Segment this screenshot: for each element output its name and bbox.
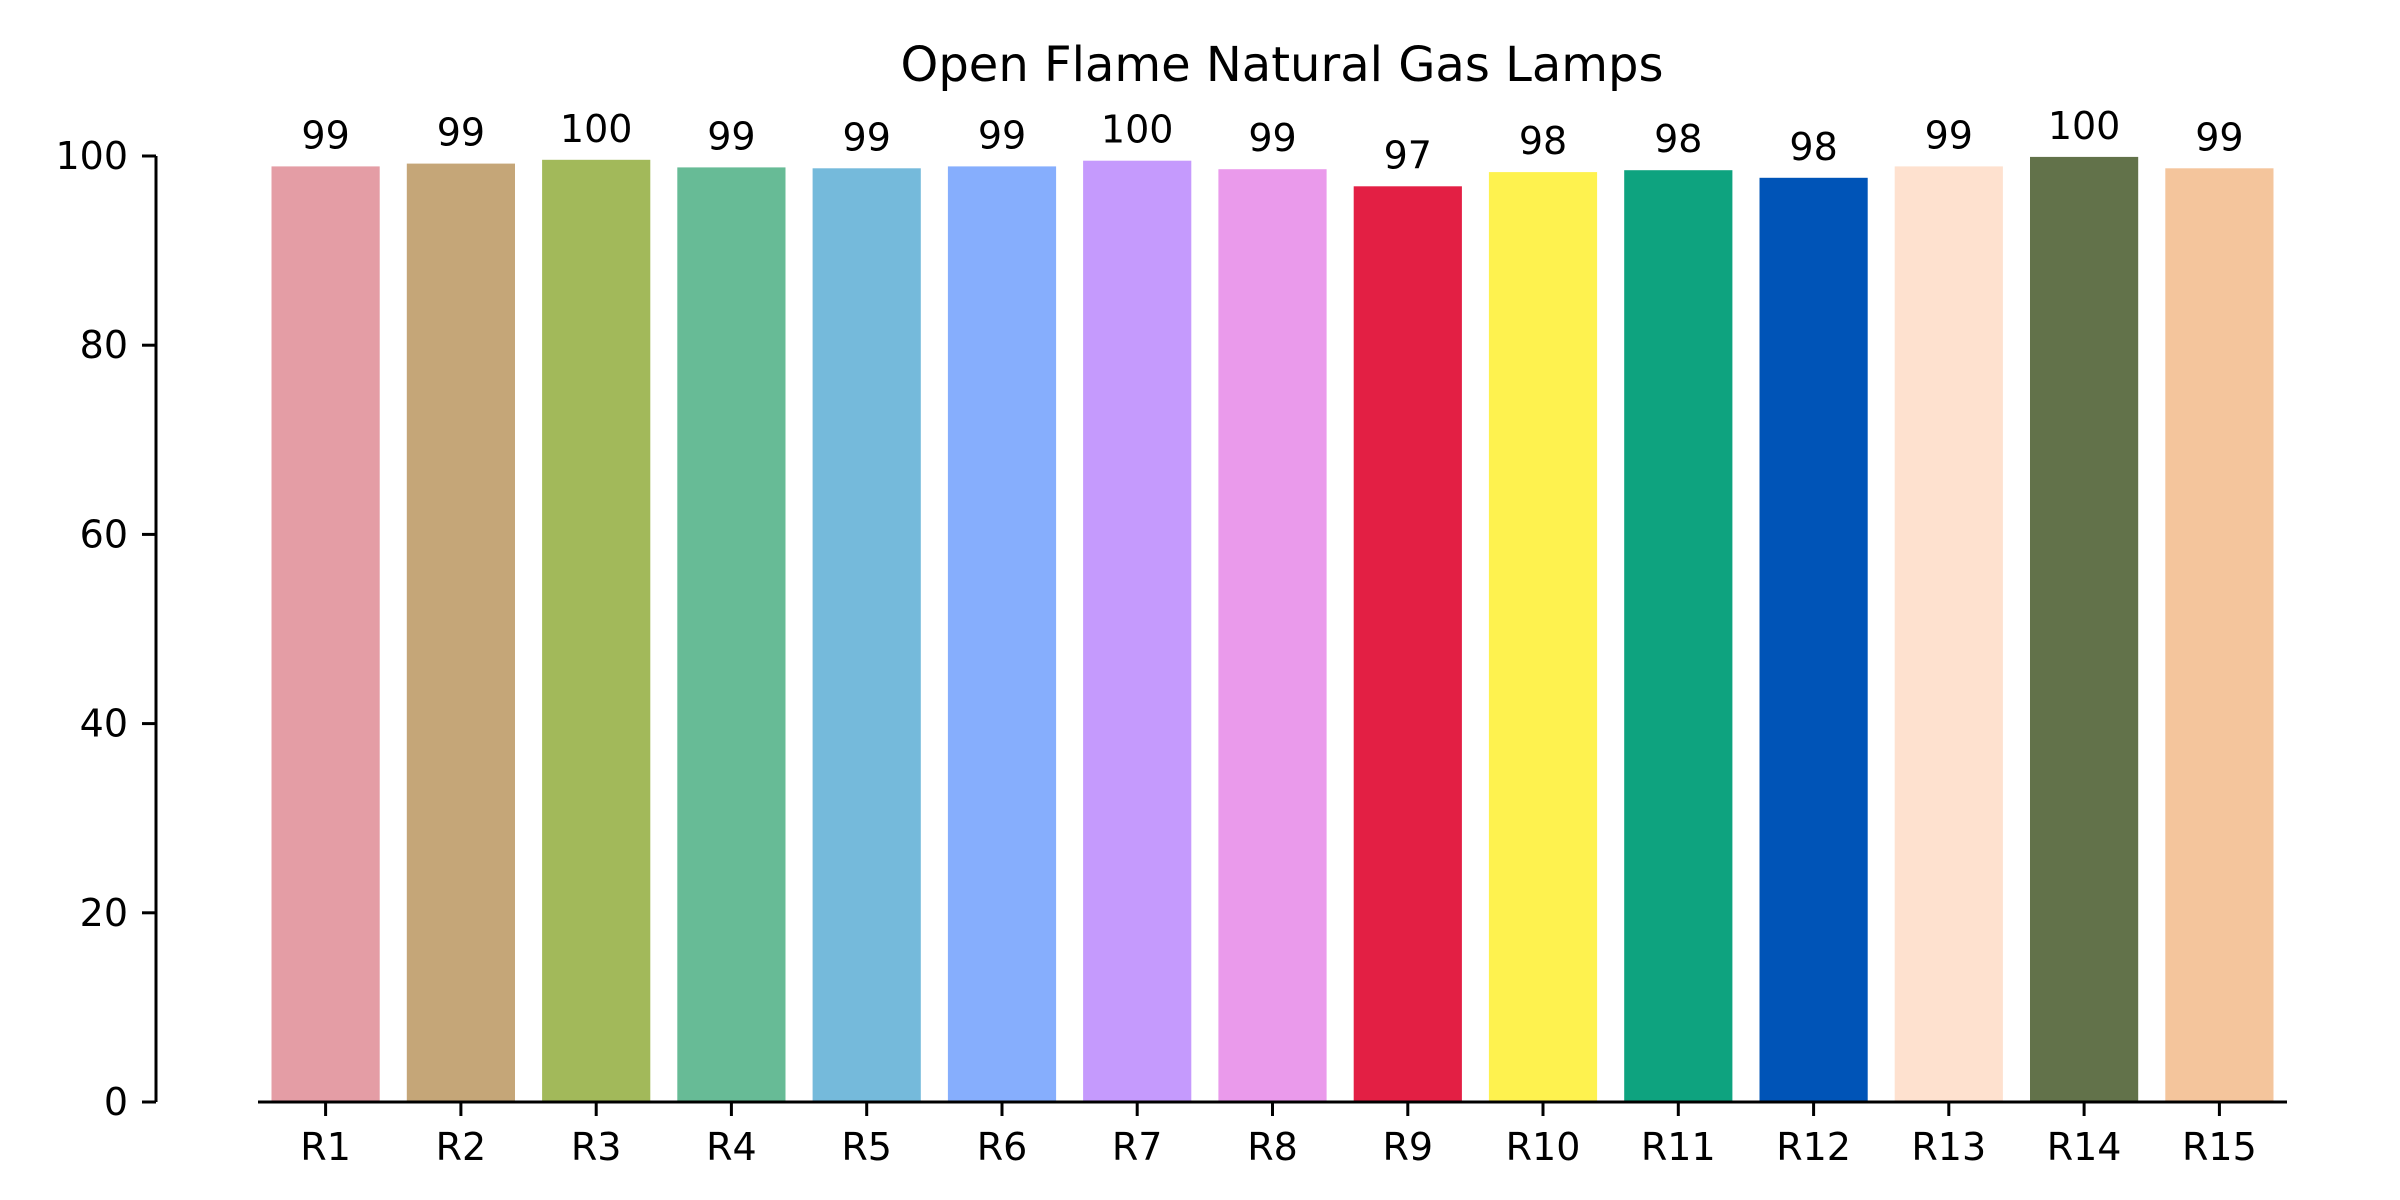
data-label-r12: 98: [1789, 125, 1837, 169]
data-label-r13: 99: [1925, 113, 1973, 157]
x-tick-label-r13: R13: [1911, 1125, 1986, 1169]
x-tick-label-r3: R3: [571, 1125, 622, 1169]
x-tick-label-r6: R6: [977, 1125, 1028, 1169]
bar-r6: [947, 166, 1057, 1102]
data-label-r11: 98: [1654, 117, 1702, 161]
bar-r11: [1624, 170, 1733, 1102]
data-label-r6: 99: [978, 113, 1026, 157]
y-tick-label-60: 60: [80, 512, 128, 556]
y-tick-label-80: 80: [80, 323, 128, 367]
x-tick-label-r10: R10: [1506, 1125, 1581, 1169]
x-tick-label-r8: R8: [1247, 1125, 1298, 1169]
y-tick-label-40: 40: [80, 702, 128, 746]
data-label-r7: 100: [1101, 108, 1174, 152]
x-tick-label-r9: R9: [1383, 1125, 1434, 1169]
x-tick-label-r1: R1: [300, 1125, 351, 1169]
bar-r8: [1218, 169, 1327, 1102]
data-label-r14: 100: [2048, 104, 2121, 148]
x-tick-label-r7: R7: [1112, 1125, 1163, 1169]
chart-title: Open Flame Natural Gas Lamps: [901, 37, 1664, 93]
bar-r15: [2165, 168, 2274, 1103]
value-labels-group: 99 99 100 99 99 99 100 99 97 98 98 98 99 100 99: [301, 104, 2243, 177]
x-tick-label-r4: R4: [706, 1125, 757, 1169]
x-tick-label-r12: R12: [1776, 1125, 1851, 1169]
data-label-r9: 97: [1384, 133, 1432, 177]
bar-r10: [1488, 172, 1598, 1103]
data-label-r10: 98: [1519, 119, 1567, 163]
bars-group: [271, 156, 2274, 1103]
x-tick-label-r11: R11: [1641, 1125, 1716, 1169]
bar-r13: [1894, 166, 2003, 1102]
data-label-r15: 99: [2195, 115, 2243, 159]
data-label-r8: 99: [1248, 116, 1296, 160]
data-label-r2: 99: [437, 111, 485, 155]
bar-r1: [271, 166, 380, 1102]
x-axis: R1 R2 R3 R4 R5 R6 R7 R8 R9 R10 R11 R12 R13 R14 R15: [258, 1100, 2287, 1169]
y-tick-label-100: 100: [55, 134, 128, 178]
bar-r2: [406, 163, 515, 1103]
bar-r14: [2030, 156, 2139, 1102]
x-tick-label-r5: R5: [841, 1125, 892, 1169]
bar-r7: [1083, 160, 1192, 1102]
bar-r9: [1353, 186, 1462, 1103]
bar-r3: [542, 159, 651, 1103]
data-label-r3: 100: [560, 107, 633, 151]
data-label-r5: 99: [843, 115, 891, 159]
x-tick-label-r14: R14: [2047, 1125, 2122, 1169]
bar-r4: [677, 167, 786, 1102]
y-axis: 0 20 40 60 80 100: [55, 134, 158, 1124]
y-tick-label-0: 0: [104, 1080, 128, 1124]
data-label-r4: 99: [707, 114, 755, 158]
bar-r5: [812, 168, 921, 1103]
x-tick-label-r15: R15: [2182, 1125, 2257, 1169]
data-label-r1: 99: [301, 113, 349, 157]
x-tick-label-r2: R2: [436, 1125, 487, 1169]
bar-r12: [1759, 177, 1868, 1103]
y-tick-label-20: 20: [80, 891, 128, 935]
